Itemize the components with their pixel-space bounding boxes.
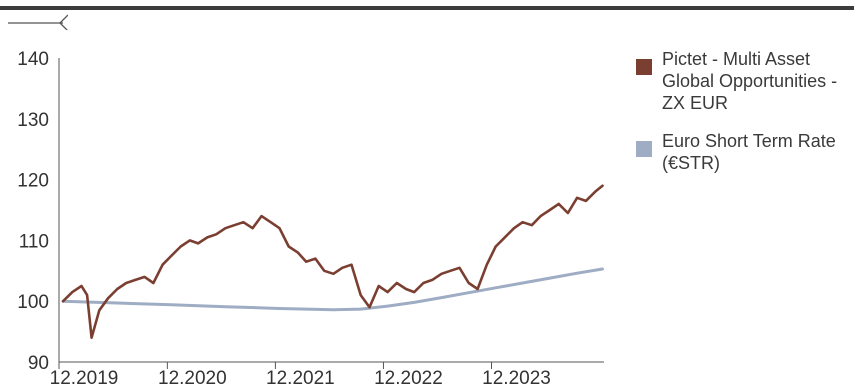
legend-item-benchmark[interactable]: Euro Short Term Rate (€STR) bbox=[636, 130, 851, 174]
legend-swatch-fund bbox=[636, 59, 652, 75]
y-tick-label: 140 bbox=[17, 49, 49, 70]
x-tick-label: 12.2020 bbox=[158, 368, 227, 387]
legend-swatch-benchmark bbox=[636, 141, 652, 157]
x-tick-label: 12.2022 bbox=[374, 368, 443, 387]
y-tick-label: 120 bbox=[17, 171, 49, 192]
y-tick-label: 130 bbox=[17, 110, 49, 131]
legend: Pictet - Multi Asset Global Opportunitie… bbox=[636, 48, 851, 190]
y-tick-label: 100 bbox=[17, 292, 49, 313]
legend-item-fund[interactable]: Pictet - Multi Asset Global Opportunitie… bbox=[636, 48, 851, 114]
x-axis: 12.2019 12.2020 12.2021 12.2022 12.2023 bbox=[50, 361, 604, 387]
series-line-fund bbox=[61, 184, 604, 340]
top-rule bbox=[0, 6, 854, 10]
y-axis: 140 130 120 110 100 90 bbox=[17, 49, 60, 374]
series-line-benchmark bbox=[61, 267, 604, 312]
x-tick-label: 12.2019 bbox=[50, 368, 119, 387]
legend-label-fund: Pictet - Multi Asset Global Opportunitie… bbox=[662, 49, 838, 113]
x-tick-label: 12.2023 bbox=[482, 368, 551, 387]
legend-label-benchmark: Euro Short Term Rate (€STR) bbox=[662, 131, 836, 173]
y-tick-label: 110 bbox=[19, 231, 49, 252]
x-tick-label: 12.2021 bbox=[266, 368, 335, 387]
series-lines bbox=[61, 184, 604, 340]
y-tick-label: 90 bbox=[28, 353, 49, 374]
back-arrow-icon[interactable] bbox=[8, 12, 68, 30]
